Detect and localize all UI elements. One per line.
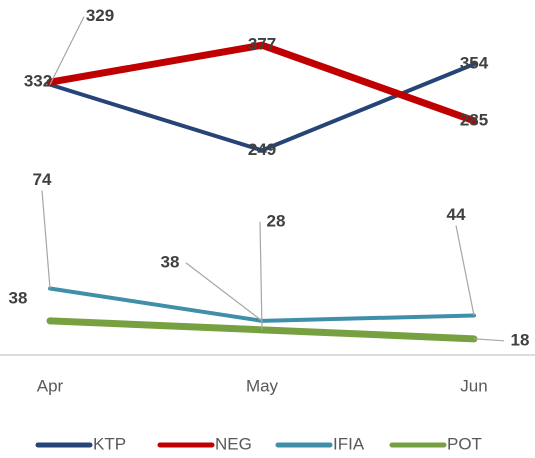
line-series: [48, 62, 476, 153]
data-label: 38: [161, 252, 180, 271]
line-series: [46, 41, 478, 125]
legend-label: IFIA: [333, 434, 365, 453]
data-label: 74: [33, 170, 52, 189]
data-label: 354: [460, 54, 489, 73]
data-label: 44: [447, 205, 466, 224]
data-label: 285: [460, 110, 488, 129]
data-label: 332: [24, 72, 52, 91]
x-tick-label: May: [246, 376, 279, 395]
data-label: 249: [248, 140, 276, 159]
data-label: 18: [511, 330, 530, 349]
x-tick-label: Jun: [460, 376, 487, 395]
leader-line: [185, 262, 263, 322]
data-label: 329: [86, 6, 114, 25]
leader-line: [49, 16, 85, 85]
legend-label: NEG: [215, 434, 252, 453]
data-label: 28: [267, 211, 286, 230]
data-label: 377: [248, 35, 276, 54]
leader-line: [455, 225, 475, 316]
data-label: 38: [9, 288, 28, 307]
legend-label: POT: [447, 434, 482, 453]
x-tick-label: Apr: [37, 376, 64, 395]
leader-line: [259, 221, 263, 330]
leader-line: [473, 338, 505, 342]
leader-line: [41, 190, 51, 289]
legend-label: KTP: [93, 434, 126, 453]
